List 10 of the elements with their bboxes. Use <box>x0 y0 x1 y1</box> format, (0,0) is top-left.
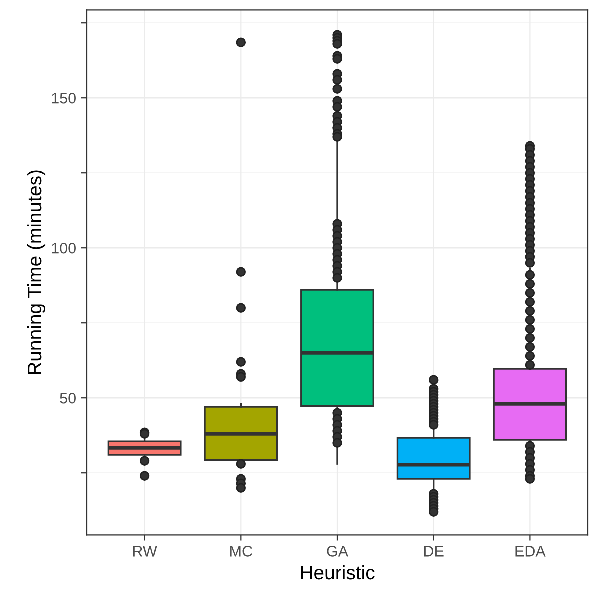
x-axis-title: Heuristic <box>301 565 375 580</box>
y-axis-title: Running Time (minutes) <box>27 170 46 374</box>
x-tick-label: GA <box>327 546 349 557</box>
y-tick-label: 150 <box>52 92 76 104</box>
x-tick-label: EDA <box>516 546 546 557</box>
y-tick-label: 50 <box>60 392 76 404</box>
x-tick-label: RW <box>133 546 158 557</box>
x-tick-label: DE <box>424 546 444 557</box>
x-tick-label: MC <box>230 546 252 557</box>
y-tick-label: 100 <box>52 242 76 254</box>
